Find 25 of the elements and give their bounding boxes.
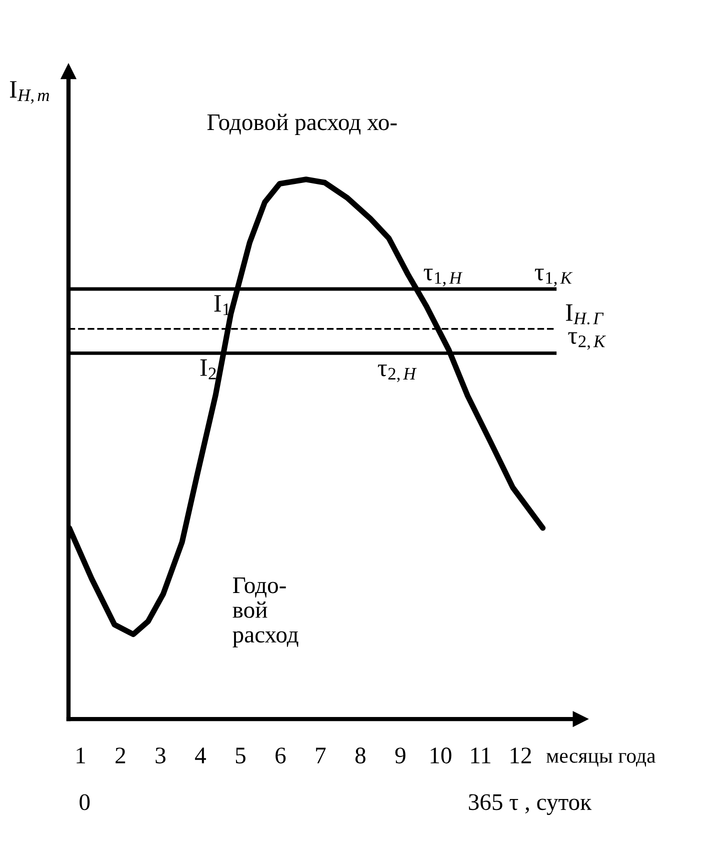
x-tick-label: 1 — [76, 748, 85, 764]
x-tick-label: 5 — [236, 748, 246, 764]
x-tick-label: 12 — [510, 748, 531, 764]
x-tick-label: 9 — [395, 748, 406, 764]
annotation: τ$_{1,К}$ — [534, 268, 573, 286]
x-tick-label: 6 — [276, 748, 286, 764]
y-axis-title: I$_{Н,т}$ — [10, 81, 50, 104]
x-tick-label: 7 — [316, 748, 326, 764]
text: 0 — [80, 794, 90, 810]
x-tick-label: 4 — [195, 748, 206, 764]
annotation: τ$_{2,К}$ — [568, 332, 606, 350]
annotation: τ$_{1,Н}$ — [424, 268, 463, 286]
x-tick-label: 3 — [156, 748, 166, 764]
x-tick-label: 2 — [116, 748, 126, 764]
x-tick-label: 11 — [471, 748, 490, 764]
ref-line-label: I$_{1}$ — [214, 295, 230, 316]
text: 365 τ , суток — [468, 794, 592, 815]
text: Годовой расход хо- — [207, 114, 397, 135]
ref-line-label: I$_{2}$ — [200, 359, 216, 380]
annotation: τ$_{2,Н}$ — [378, 364, 417, 382]
x-tick-label: 8 — [355, 748, 366, 764]
ref-line-label: I$_{Н.Г}$ — [566, 304, 604, 324]
annotation: Годо- вой расход — [232, 578, 298, 648]
x-tick-label: 10 — [430, 748, 452, 764]
x-axis-title: месяцы года — [546, 752, 656, 767]
